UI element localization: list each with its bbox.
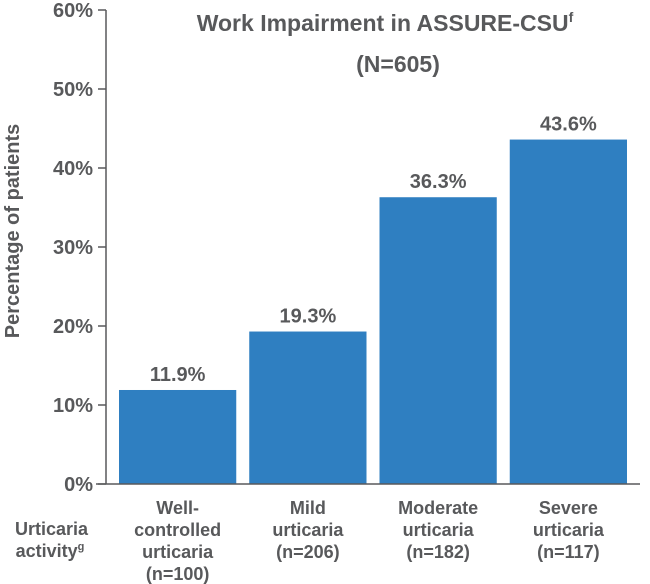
bar xyxy=(509,139,627,484)
x-tick-label-line: (n=117) xyxy=(537,542,600,562)
x-tick-label-line: Well- xyxy=(156,498,199,518)
y-axis: 0% 10% 20% 30% 40% 50% 60% xyxy=(53,0,107,496)
x-tick-label-line: controlled xyxy=(134,520,221,540)
x-tick-label-line: urticaria xyxy=(533,520,605,540)
x-axis-label: Urticaria activityg xyxy=(15,519,93,561)
bar-data-labels: 11.9% 19.3% 36.3% 43.6% xyxy=(150,114,597,386)
bar xyxy=(249,331,367,484)
x-tick-label-line: Mild xyxy=(290,498,326,518)
x-tick-label-line: urticaria xyxy=(142,542,214,562)
chart-title-superscript: f xyxy=(569,9,574,25)
x-axis-label-superscript: g xyxy=(78,541,85,553)
bar-data-label: 11.9% xyxy=(150,364,206,386)
bar-data-label: 43.6% xyxy=(540,114,597,136)
chart-title-text: Work Impairment in ASSURE-CSU xyxy=(197,10,569,36)
x-tick-label-line: (n=100) xyxy=(146,564,210,584)
chart-title: Work Impairment in ASSURE-CSUf xyxy=(197,9,574,36)
x-tick-label-line: Moderate xyxy=(398,498,478,518)
bar xyxy=(119,389,237,484)
y-axis-label: Percentage of patients xyxy=(2,124,24,339)
bars xyxy=(119,139,627,485)
y-tick-label: 20% xyxy=(53,316,93,338)
bar-data-label: 36.3% xyxy=(410,171,467,193)
bar-data-label: 19.3% xyxy=(280,306,337,328)
x-tick-label-line: urticaria xyxy=(403,520,475,540)
y-tick-label: 10% xyxy=(53,395,93,417)
y-tick-label: 0% xyxy=(64,474,93,496)
x-axis: Well-controlled urticaria (n=100)Mild urtic… xyxy=(96,483,640,584)
x-tick-label-line: (n=182) xyxy=(406,542,470,562)
x-tick-label: Well-controlled urticaria (n=100) xyxy=(134,498,221,584)
x-tick-label-line: (n=206) xyxy=(276,542,340,562)
x-tick-label: Severe urticaria (n=117) xyxy=(533,498,605,562)
y-tick-label: 50% xyxy=(53,79,93,101)
x-tick-label: Moderate urticaria (n=182) xyxy=(398,498,478,562)
y-tick-label: 40% xyxy=(53,158,93,180)
x-tick-label: Mild urticaria (n=206) xyxy=(272,498,344,562)
x-tick-label-line: urticaria xyxy=(272,520,344,540)
x-axis-label-line-2: activityg xyxy=(16,541,85,561)
y-tick-label: 60% xyxy=(53,0,93,22)
y-tick-label: 30% xyxy=(53,237,93,259)
x-tick-label-line: Severe xyxy=(539,498,598,518)
x-axis-label-line-1: Urticaria xyxy=(15,519,89,539)
chart-subtitle: (N=605) xyxy=(356,51,440,77)
bar xyxy=(379,197,497,485)
